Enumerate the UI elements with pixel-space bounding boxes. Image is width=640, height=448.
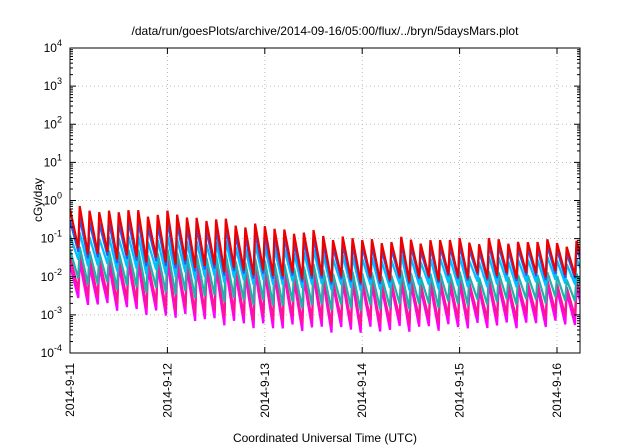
x-tick-label: 2014-9-12 (160, 363, 174, 418)
y-tick-label-base: 10 (41, 232, 55, 246)
y-tick-label-exponent: -2 (54, 267, 62, 277)
y-tick-label: 103 (44, 76, 62, 93)
y-tick-label-base: 10 (41, 346, 55, 360)
y-tick-label-base: 10 (41, 308, 55, 322)
y-tick-label-exponent: 2 (57, 114, 62, 124)
y-tick-label-base: 10 (44, 79, 58, 93)
y-axis-title: cGy/day (31, 178, 45, 222)
x-tick-label: 2014-9-11 (63, 363, 77, 417)
y-tick-label-exponent: -1 (54, 229, 62, 239)
y-tick-label: 104 (44, 38, 62, 55)
y-tick-label-exponent: 0 (57, 191, 62, 201)
y-tick-label-base: 10 (44, 155, 58, 169)
y-tick-label: 10-4 (41, 343, 62, 360)
y-tick-label: 101 (44, 152, 62, 169)
y-tick-label-exponent: 4 (57, 38, 62, 48)
y-tick-label-base: 10 (44, 117, 58, 131)
y-tick-label-exponent: -3 (54, 305, 62, 315)
y-tick-label: 10-3 (41, 305, 62, 322)
y-tick-label: 10-2 (41, 267, 62, 284)
x-tick-label: 2014-9-13 (258, 363, 272, 418)
y-tick-label: 10-1 (41, 229, 62, 246)
chart-title: /data/run/goesPlots/archive/2014-09-16/0… (132, 24, 520, 38)
y-tick-label-base: 10 (44, 194, 58, 208)
x-axis-title: Coordinated Universal Time (UTC) (233, 431, 417, 445)
y-tick-label: 102 (44, 114, 62, 131)
x-tick-label: 2014-9-16 (550, 363, 564, 418)
y-tick-label-exponent: 3 (57, 76, 62, 86)
y-tick-label-base: 10 (41, 270, 55, 284)
y-tick-label-exponent: 1 (57, 152, 62, 162)
series-group (70, 205, 580, 333)
y-tick-label-base: 10 (44, 41, 58, 55)
series-line (70, 205, 580, 284)
x-tick-label: 2014-9-14 (355, 363, 369, 418)
x-axis: 2014-9-11 2014-9-12 2014-9-13 2014-9-14 2014… (63, 48, 564, 418)
x-tick-label: 2014-9-15 (453, 363, 467, 418)
y-tick-label: 100 (44, 191, 62, 208)
y-tick-label-exponent: -4 (54, 343, 62, 353)
